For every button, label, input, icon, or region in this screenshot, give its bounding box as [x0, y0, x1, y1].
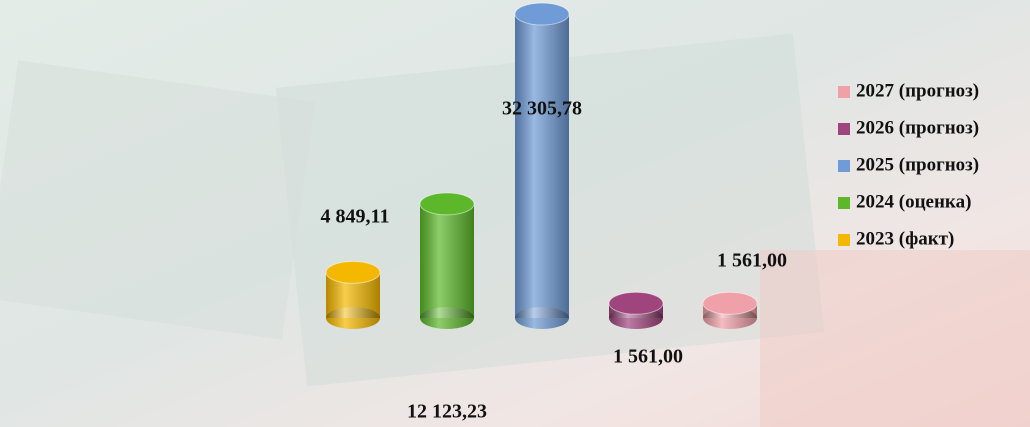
banknote-decoration [0, 60, 316, 340]
data-label: 1 561,00 [613, 346, 683, 368]
banknote-decoration [760, 250, 1030, 427]
bar-top [514, 2, 570, 26]
legend-swatch [838, 160, 850, 172]
bar-top [325, 260, 381, 284]
legend-swatch [838, 234, 850, 246]
bar-top [702, 291, 758, 315]
data-label: 32 305,78 [502, 98, 582, 120]
bar-top [419, 192, 475, 216]
bar-bottom-shade [326, 307, 380, 329]
bar-top [608, 291, 664, 315]
legend-label: 2024 (оценка) [856, 191, 971, 212]
data-label: 12 123,23 [407, 401, 487, 423]
bar-shade [420, 203, 474, 318]
bar-bottom-shade [420, 307, 474, 329]
legend-swatch [838, 123, 850, 135]
legend-label: 2027 (прогноз) [856, 80, 979, 101]
bar-bottom-shade [515, 307, 569, 329]
legend-label: 2025 (прогноз) [856, 154, 979, 175]
legend-swatch [838, 197, 850, 209]
bar-shade [515, 14, 569, 318]
legend-swatch [838, 86, 850, 98]
legend-label: 2026 (прогноз) [856, 117, 979, 138]
data-label: 1 561,00 [717, 250, 787, 272]
data-label: 4 849,11 [321, 206, 390, 228]
legend-label: 2023 (факт) [856, 228, 954, 249]
